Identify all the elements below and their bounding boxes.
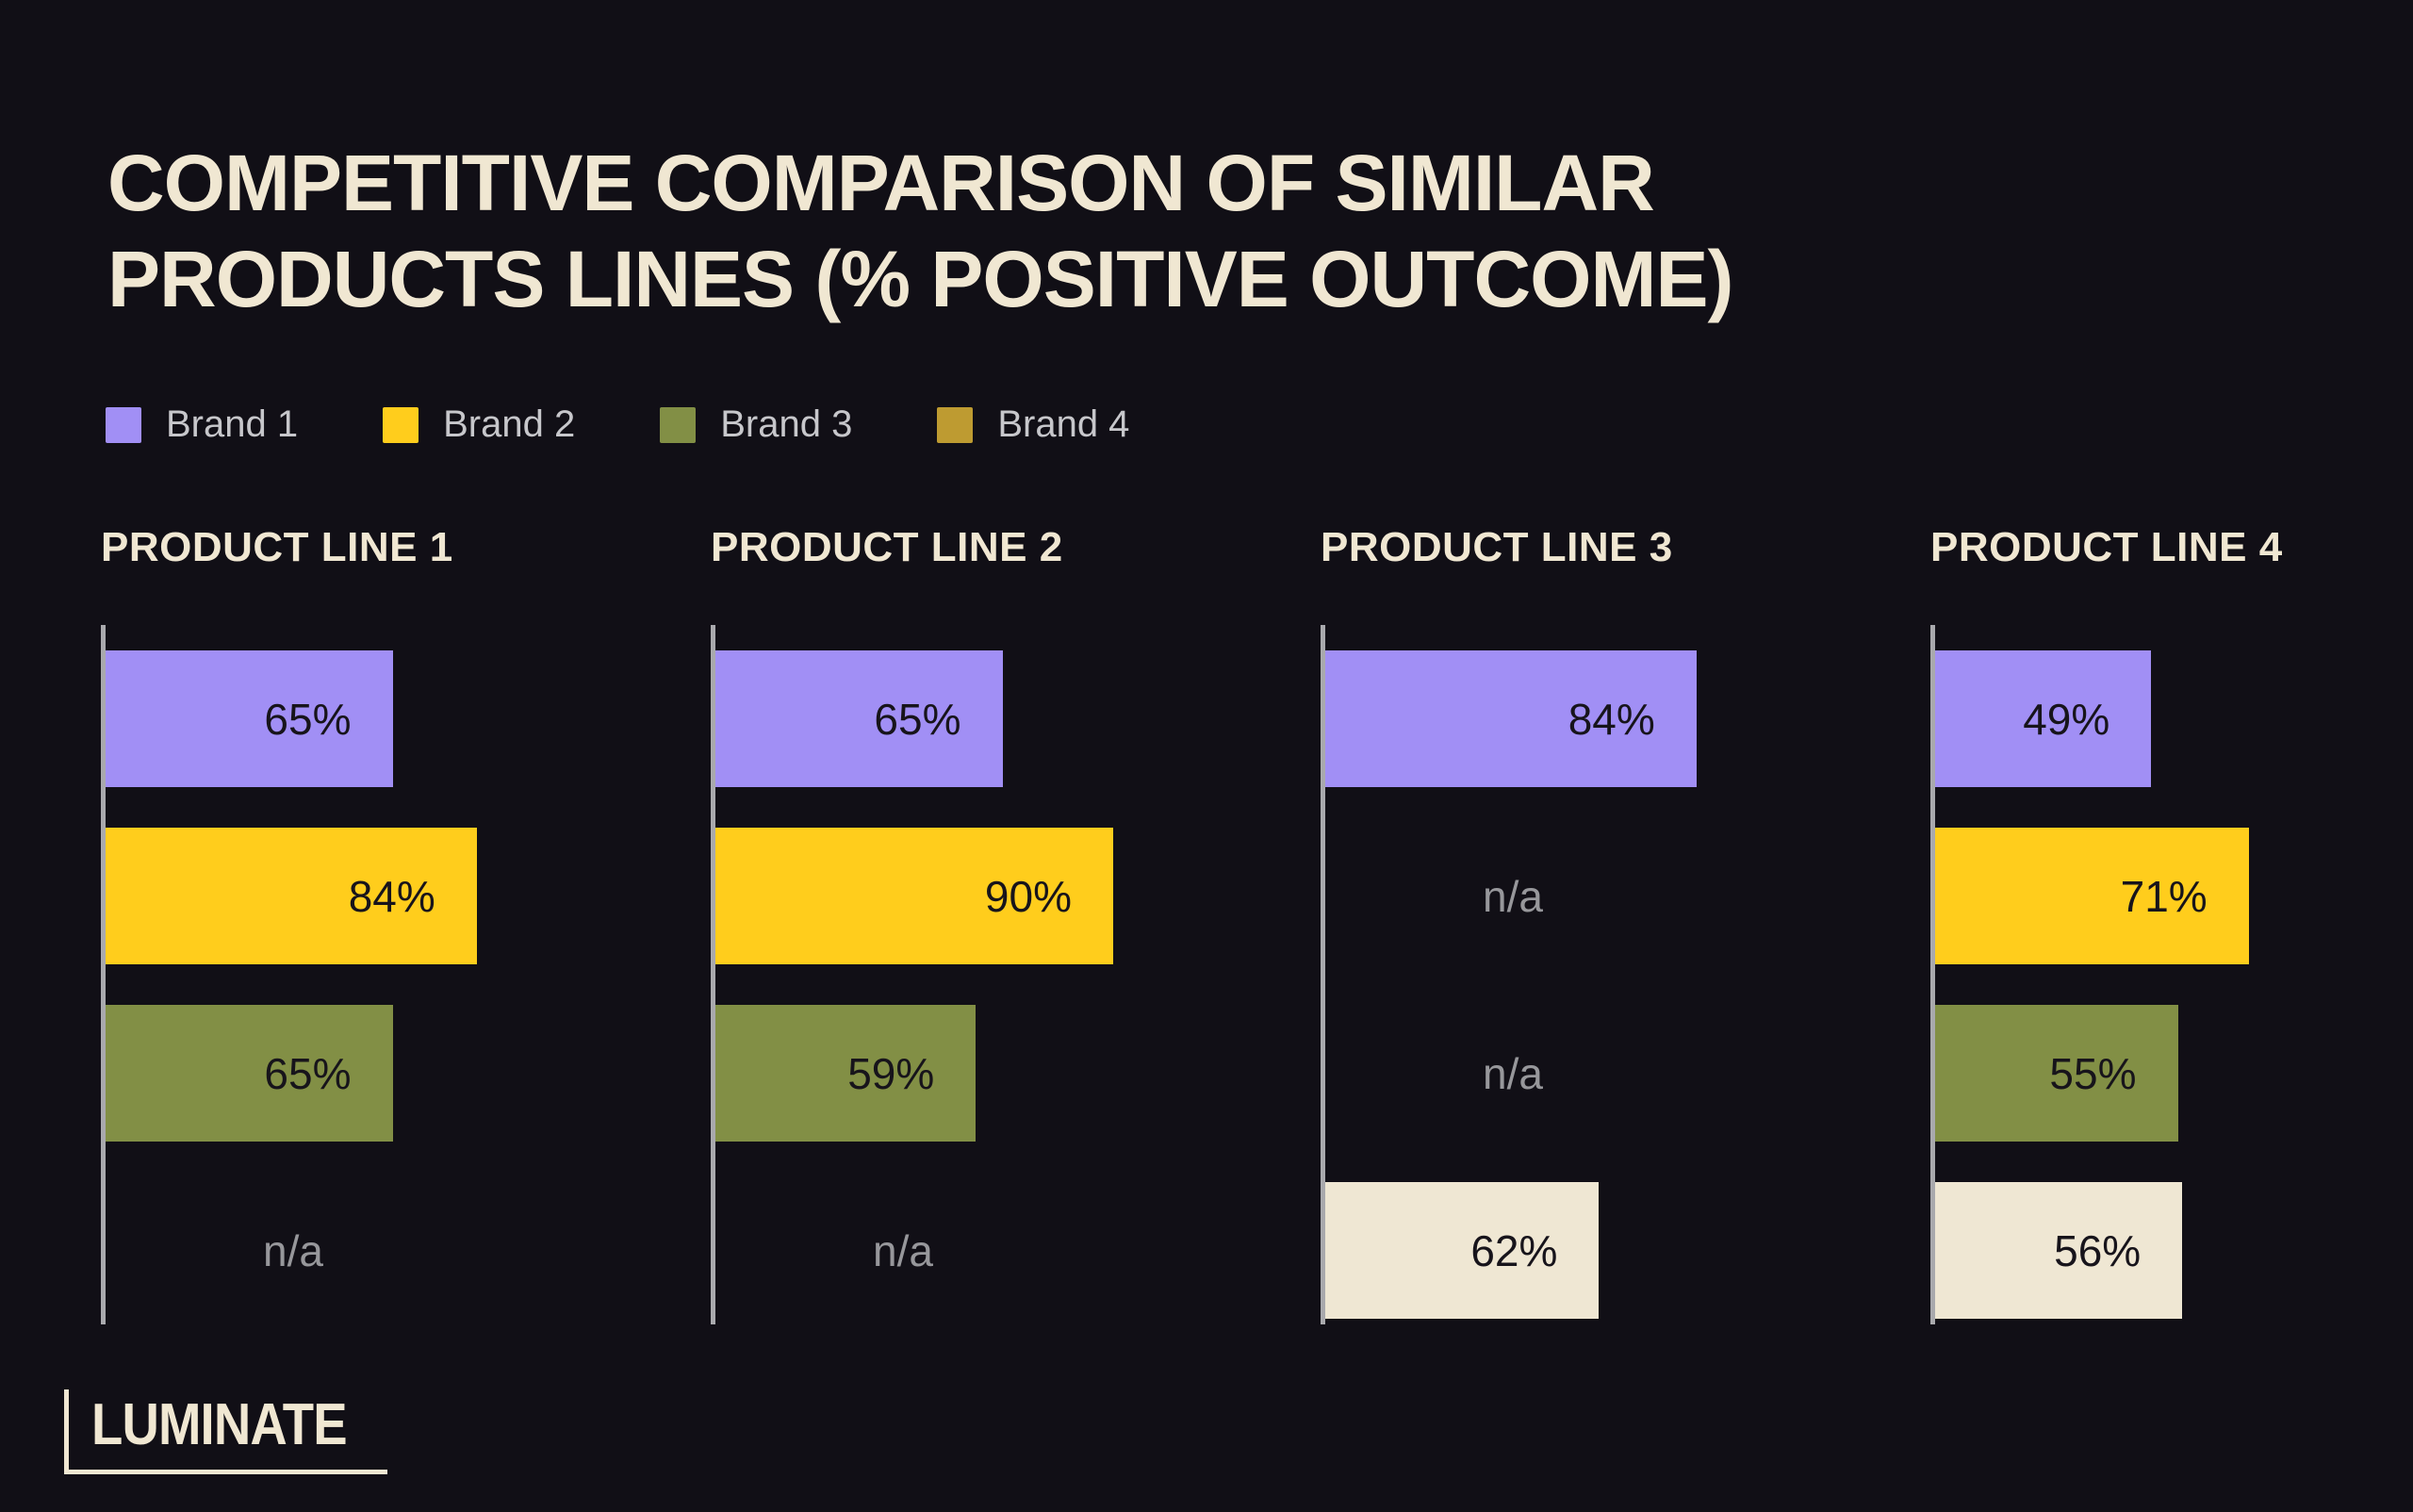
chart-product-line-4: 49% 71% 55% 56% — [1930, 625, 2413, 1324]
bar-row: 65% — [711, 650, 1239, 787]
legend-swatch-brand-2 — [383, 406, 419, 443]
bar-value-label: n/a — [873, 1225, 933, 1275]
page-title-line-1: COMPETITIVE COMPARISON OF SIMILAR — [107, 139, 1655, 227]
bar-row: 90% — [711, 828, 1239, 964]
bar-value-label: 90% — [984, 871, 1072, 921]
bar-value-label: 59% — [847, 1048, 935, 1098]
page-title-line-2: PRODUCTS LINES (% POSITIVE OUTCOME) — [107, 235, 1733, 323]
y-axis-line — [1930, 625, 1935, 1324]
bar-row: 49% — [1930, 650, 2413, 787]
bar-product-line-4-brand-2: 71% — [1934, 828, 2249, 964]
legend-swatch-brand-3 — [660, 406, 697, 443]
chart-product-line-2: 65% 90% 59% n/a — [711, 625, 1239, 1324]
bar-row: 62% — [1321, 1182, 1848, 1319]
y-axis-line — [1321, 625, 1325, 1324]
bar-product-line-4-brand-3: 55% — [1934, 1005, 2178, 1142]
legend-item-brand-1: Brand 1 — [106, 403, 298, 446]
bar-product-line-2-brand-3: 59% — [714, 1005, 977, 1142]
bar-row: 56% — [1930, 1182, 2413, 1319]
legend-swatch-brand-1 — [106, 406, 141, 443]
bar-product-line-4-brand-4: 56% — [1934, 1182, 2183, 1319]
bar-value-label: 84% — [348, 871, 435, 921]
bar-product-line-1-brand-1: 65% — [105, 650, 393, 787]
bar-value-label: 71% — [2120, 871, 2208, 921]
bar-row: n/a — [1321, 828, 1848, 964]
bar-product-line-1-brand-4: n/a — [105, 1182, 482, 1319]
bar-product-line-3-brand-2: n/a — [1324, 828, 1701, 964]
bar-product-line-2-brand-4: n/a — [714, 1182, 1092, 1319]
panel-heading-product-line-4: PRODUCT LINE 4 — [1930, 524, 2283, 570]
bar-product-line-2-brand-1: 65% — [714, 650, 1003, 787]
bar-row: 84% — [1321, 650, 1848, 787]
bar-row: n/a — [711, 1182, 1239, 1319]
legend-swatch-brand-4 — [937, 406, 974, 443]
legend-label-brand-2: Brand 2 — [443, 403, 576, 445]
panel-heading-product-line-3: PRODUCT LINE 3 — [1321, 524, 1673, 570]
legend-label-brand-3: Brand 3 — [720, 403, 853, 445]
legend-label-brand-4: Brand 4 — [997, 403, 1130, 445]
bar-row: 84% — [101, 828, 629, 964]
panel-heading-product-line-1: PRODUCT LINE 1 — [101, 524, 453, 570]
bar-row: 59% — [711, 1005, 1239, 1142]
chart-product-line-1: 65% 84% 65% n/a — [101, 625, 629, 1324]
bar-value-label: n/a — [1483, 871, 1543, 921]
panel-heading-product-line-2: PRODUCT LINE 2 — [711, 524, 1063, 570]
bar-value-label: n/a — [1483, 1048, 1543, 1098]
legend-item-brand-3: Brand 3 — [660, 403, 852, 446]
bar-value-label: 62% — [1470, 1225, 1558, 1275]
bar-value-label: 65% — [874, 694, 961, 744]
bar-row: n/a — [1321, 1005, 1848, 1142]
luminate-logo-text: LUMINATE — [91, 1392, 348, 1457]
legend-label-brand-1: Brand 1 — [166, 403, 299, 445]
legend-item-brand-4: Brand 4 — [937, 403, 1129, 446]
bar-row: n/a — [101, 1182, 629, 1319]
bar-value-label: 65% — [264, 1048, 352, 1098]
legend: Brand 1 Brand 2 Brand 3 Brand 4 — [106, 403, 1129, 446]
bar-product-line-4-brand-1: 49% — [1934, 650, 2152, 787]
bar-value-label: 65% — [264, 694, 352, 744]
bar-value-label: 55% — [2049, 1048, 2137, 1098]
bar-row: 65% — [101, 1005, 629, 1142]
bar-value-label: n/a — [263, 1225, 323, 1275]
bar-product-line-3-brand-1: 84% — [1324, 650, 1697, 787]
bar-product-line-3-brand-4: 62% — [1324, 1182, 1600, 1319]
bar-row: 71% — [1930, 828, 2413, 964]
bar-product-line-1-brand-2: 84% — [105, 828, 477, 964]
panel-product-line-2: PRODUCT LINE 2 65% 90% 59% n/a — [711, 524, 1239, 1324]
bar-value-label: 49% — [2023, 694, 2110, 744]
bar-product-line-1-brand-3: 65% — [105, 1005, 393, 1142]
chart-product-line-3: 84% n/a n/a 62% — [1321, 625, 1848, 1324]
luminate-logo: LUMINATE — [64, 1389, 387, 1474]
chart-panels: PRODUCT LINE 1 65% 84% 65% n/a — [101, 524, 2413, 1324]
y-axis-line — [711, 625, 715, 1324]
panel-product-line-3: PRODUCT LINE 3 84% n/a n/a 62% — [1321, 524, 1848, 1324]
bar-product-line-2-brand-2: 90% — [714, 828, 1113, 964]
y-axis-line — [101, 625, 106, 1324]
legend-item-brand-2: Brand 2 — [383, 403, 575, 446]
bar-value-label: 84% — [1568, 694, 1655, 744]
bar-row: 65% — [101, 650, 629, 787]
panel-product-line-4: PRODUCT LINE 4 49% 71% 55% 56% — [1930, 524, 2413, 1324]
page-title: COMPETITIVE COMPARISON OF SIMILAR PRODUC… — [107, 135, 1733, 327]
bar-product-line-3-brand-3: n/a — [1324, 1005, 1701, 1142]
panel-product-line-1: PRODUCT LINE 1 65% 84% 65% n/a — [101, 524, 629, 1324]
bar-row: 55% — [1930, 1005, 2413, 1142]
bar-value-label: 56% — [2054, 1225, 2142, 1275]
